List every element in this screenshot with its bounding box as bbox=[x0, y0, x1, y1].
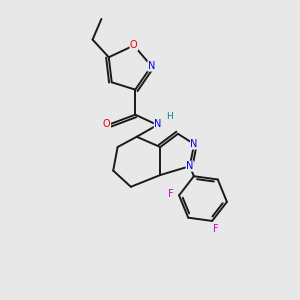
Text: N: N bbox=[154, 119, 162, 129]
Text: N: N bbox=[190, 139, 198, 149]
Text: N: N bbox=[148, 61, 155, 71]
Text: N: N bbox=[186, 161, 194, 171]
Text: O: O bbox=[103, 119, 110, 129]
Text: O: O bbox=[130, 40, 138, 50]
Text: F: F bbox=[167, 189, 173, 199]
Text: F: F bbox=[213, 224, 218, 234]
Text: H: H bbox=[167, 112, 173, 121]
